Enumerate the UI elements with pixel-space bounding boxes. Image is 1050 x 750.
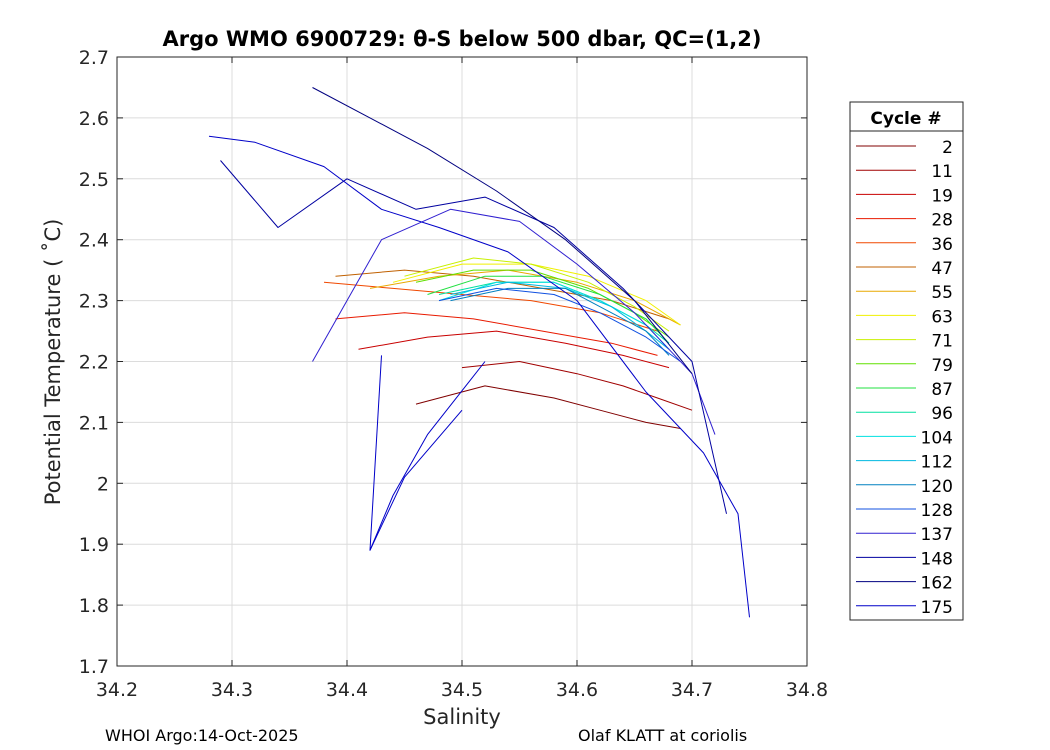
- legend-label: 36: [931, 235, 953, 255]
- series-line-137: [312, 208, 716, 435]
- y-tick-label: 2: [97, 473, 109, 495]
- legend-label: 175: [921, 598, 953, 618]
- legend-label: 96: [931, 404, 953, 424]
- series-line-28: [335, 312, 658, 356]
- legend-label: 104: [921, 428, 953, 448]
- series-line-36: [323, 281, 658, 332]
- series-line-2: [415, 385, 681, 429]
- legend-label: 47: [931, 259, 953, 279]
- legend-label: 137: [921, 525, 953, 545]
- series-line-148: [220, 160, 727, 514]
- series-line-87: [427, 275, 670, 344]
- legend-label: 63: [931, 307, 953, 327]
- x-tick-label: 34.8: [786, 679, 828, 701]
- x-tick-label: 34.3: [211, 679, 253, 701]
- legend-label: 55: [931, 283, 953, 303]
- series-line-128: [438, 287, 681, 362]
- x-tick-label: 34.4: [326, 679, 368, 701]
- series-line-175b: [369, 361, 486, 551]
- legend-label: 2: [942, 138, 953, 158]
- data-lines: [208, 87, 750, 618]
- legend-label: 162: [921, 574, 953, 594]
- legend-label: 79: [931, 356, 953, 376]
- y-axis-ticks: 1.7 1.8 1.9 2 2.1 2.2 2.3 2.4 2.5 2.6 2.7: [79, 47, 807, 678]
- y-tick-label: 2.1: [79, 412, 109, 434]
- series-line-175c: [369, 355, 463, 551]
- legend: Cycle # 2 11 19 28 36 47 55 63 71 79 87 96 104 112 120…: [849, 101, 964, 621]
- y-tick-label: 2.4: [79, 230, 109, 252]
- legend-title: Cycle #: [870, 109, 941, 129]
- series-line-162: [312, 87, 693, 375]
- legend-label: 148: [921, 549, 953, 569]
- legend-label: 28: [931, 211, 953, 231]
- y-tick-label: 1.8: [79, 595, 109, 617]
- y-axis-label: Potential Temperature ( ˚C): [41, 219, 65, 506]
- series-line-71: [404, 257, 670, 332]
- y-tick-label: 1.7: [79, 656, 109, 678]
- chart-title: Argo WMO 6900729: θ-S below 500 dbar, QC…: [163, 27, 762, 51]
- y-tick-label: 1.9: [79, 534, 109, 556]
- y-tick-label: 2.6: [79, 108, 109, 130]
- legend-items: 2 11 19 28 36 47 55 63 71 79 87 96 104 112 120 128 137 14…: [856, 138, 953, 618]
- x-axis-ticks: 34.2 34.3 34.4 34.5 34.6 34.7 34.8: [96, 57, 828, 701]
- y-tick-label: 2.7: [79, 47, 109, 69]
- series-line-79: [415, 269, 670, 338]
- series-line-63: [392, 263, 681, 326]
- legend-label: 71: [931, 332, 953, 352]
- x-tick-label: 34.6: [556, 679, 598, 701]
- legend-label: 120: [921, 477, 953, 497]
- legend-label: 87: [931, 380, 953, 400]
- x-tick-label: 34.2: [96, 679, 138, 701]
- series-line-120: [450, 287, 670, 356]
- footer-left: WHOI Argo:14-Oct-2025: [105, 726, 299, 745]
- legend-label: 19: [931, 186, 953, 206]
- series-line-19: [358, 330, 670, 369]
- x-tick-label: 34.5: [441, 679, 483, 701]
- series-line-11: [461, 361, 693, 411]
- legend-label: 11: [931, 162, 953, 182]
- x-axis-label: Salinity: [423, 705, 501, 729]
- series-line-112: [450, 281, 670, 350]
- x-tick-label: 34.7: [671, 679, 713, 701]
- series-line-175: [208, 135, 750, 618]
- y-tick-label: 2.2: [79, 352, 109, 374]
- legend-label: 128: [921, 501, 953, 521]
- legend-label: 112: [921, 453, 953, 473]
- y-tick-label: 2.3: [79, 291, 109, 313]
- footer-right: Olaf KLATT at coriolis: [578, 726, 747, 745]
- y-tick-label: 2.5: [79, 169, 109, 191]
